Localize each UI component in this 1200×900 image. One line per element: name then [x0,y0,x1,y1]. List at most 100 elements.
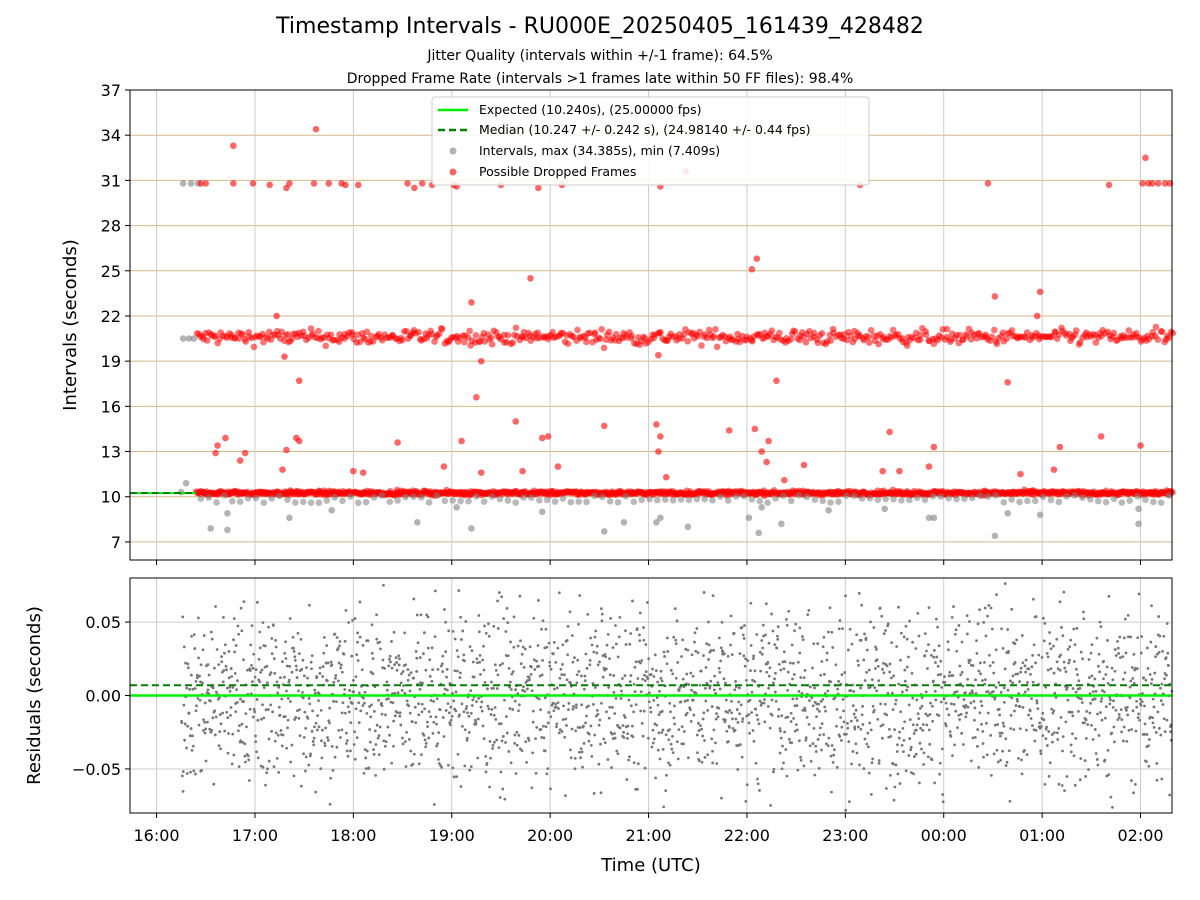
residual-point [1064,720,1068,724]
dropped-frame-point [212,449,219,457]
residual-point [286,696,290,700]
interval-point [1000,498,1008,506]
interval-point [890,495,897,503]
dropped-frame-point [1158,328,1166,336]
residual-point [290,670,294,674]
residual-point [642,626,645,629]
residual-point [900,743,904,747]
residual-point [454,709,458,713]
interval-point [276,492,283,500]
interval-point [630,498,638,506]
residual-point [901,726,905,730]
residual-point [373,729,377,733]
residual-point [363,748,367,751]
residual-point [206,688,210,692]
residual-point [920,747,923,751]
residual-point [1098,620,1102,624]
residual-point [1114,708,1118,712]
residual-point [1021,661,1025,665]
residual-point [980,722,983,726]
residual-point [613,732,616,735]
residual-point [219,747,222,751]
residual-point [531,709,535,713]
residual-point [414,650,418,653]
residual-point [339,736,342,739]
residual-point [998,713,1002,717]
dropped-frame-point [655,351,662,359]
dropped-frame-point [354,181,362,189]
residual-point [343,688,347,691]
residual-point [907,754,911,757]
residual-point [288,700,292,703]
residual-point [1001,647,1005,650]
residual-point [210,637,214,641]
residual-point [825,658,829,662]
residual-point [1143,704,1146,708]
residual-point [1063,666,1067,670]
residual-point [916,712,920,716]
residual-point [496,599,499,603]
residual-point [890,676,893,680]
residual-point [774,671,777,675]
legend-box [431,96,870,186]
interval-point [1094,497,1102,505]
residual-point [717,706,721,710]
legend-median-label: Median (10.247 +/- 0.242 s), (24.98140 +… [479,122,810,137]
residual-point [877,759,881,762]
residual-point [1121,655,1125,659]
residual-point [247,758,251,762]
residual-point [305,666,308,670]
dropped-frame-point [865,333,872,341]
residual-point [333,755,337,759]
residual-point [856,659,860,663]
residual-point [652,737,656,741]
residual-point [272,624,275,627]
residual-point [918,706,922,710]
residual-point [924,690,928,694]
residual-point [1072,754,1076,758]
residual-point [417,702,421,706]
residual-point [310,729,314,733]
residual-point [649,673,653,676]
residual-point [1159,686,1162,690]
residual-point [426,725,430,728]
residual-point [624,643,628,646]
residual-point [966,677,970,681]
residual-point [314,721,318,725]
residual-point [693,640,696,644]
dropped-frame-point [623,334,630,341]
residual-point [350,701,354,705]
residual-point [642,709,646,713]
residual-point [280,697,284,701]
residual-point [742,637,746,640]
residual-point [265,681,269,685]
residual-point [1009,727,1013,730]
residual-point [1060,784,1064,787]
residual-point [487,622,490,626]
residual-point [336,679,340,683]
residual-point [762,701,766,705]
residual-point [831,761,835,764]
residual-point [521,688,524,692]
residual-point [988,664,992,668]
residual-point [707,658,710,661]
residual-point [584,721,587,725]
residual-point [738,652,742,655]
residual-point [593,635,597,639]
interval-point [929,492,937,500]
residual-point [730,711,734,715]
residual-point [780,767,784,771]
residual-point [811,742,815,745]
residual-point [1143,732,1147,736]
residual-point [538,674,542,678]
residual-point [604,667,608,671]
residual-point [870,678,874,682]
residual-point [786,715,790,719]
residual-point [953,632,957,636]
dropped-frame-point [748,265,756,273]
dropped-frame-point [713,343,721,351]
residual-point [749,644,753,647]
residual-point [947,713,951,717]
residual-point [659,676,663,680]
interval-point [224,526,231,534]
